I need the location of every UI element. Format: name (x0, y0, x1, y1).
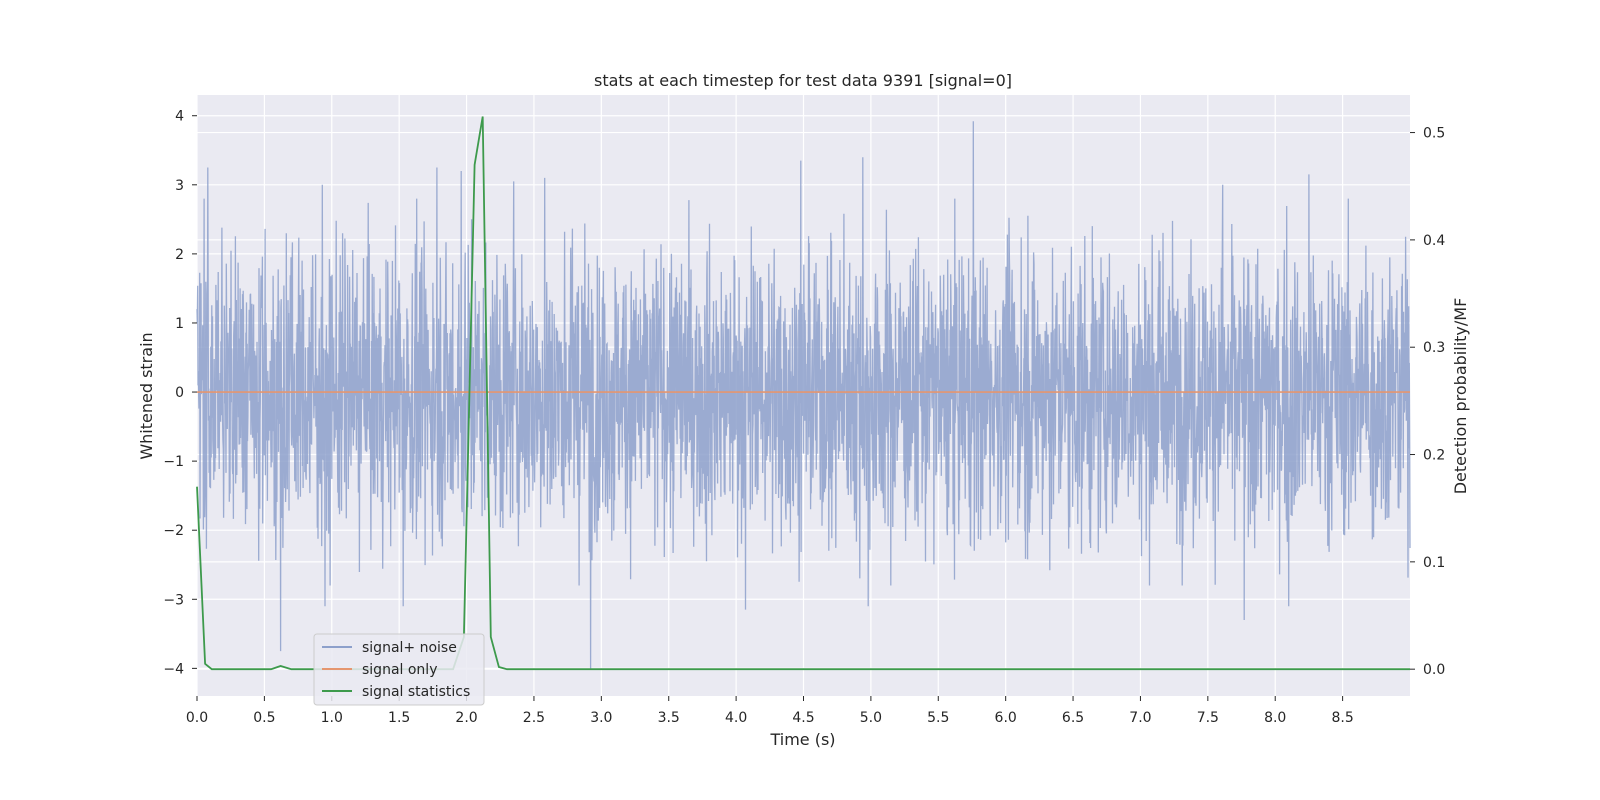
x-tick-label: 2.5 (523, 710, 545, 726)
signal-noise-line (196, 121, 1411, 669)
legend-label-signal-only: signal only (362, 662, 437, 678)
y-axis-label: Whitened strain (137, 332, 156, 459)
y-tick-label: 4 (175, 109, 184, 125)
y-tick-label: −4 (163, 661, 184, 677)
y2-tick-label: 0.5 (1423, 126, 1445, 142)
y-tick-label: 0 (175, 385, 184, 401)
x-tick-label: 4.0 (725, 710, 747, 726)
x-tick-label: 5.0 (860, 710, 882, 726)
y2-tick-label: 0.2 (1423, 448, 1445, 464)
signal-statistics-line (196, 116, 1410, 671)
signal-statistics-series (196, 116, 1410, 671)
x-tick-label: 7.0 (1129, 710, 1151, 726)
y2-tick-label: 0.4 (1423, 233, 1445, 249)
x-tick-label: 8.0 (1264, 710, 1286, 726)
y2-tick-label: 0.1 (1423, 555, 1445, 571)
x-tick-label: 3.5 (658, 710, 680, 726)
x-tick-label: 6.0 (995, 710, 1017, 726)
y-tick-label: 1 (175, 316, 184, 332)
legend-label-statistics: signal statistics (362, 684, 470, 700)
x-tick-label: 6.5 (1062, 710, 1084, 726)
y2-tick-label: 0.0 (1423, 662, 1445, 678)
y-tick-label: 2 (175, 247, 184, 263)
x-tick-label: 7.5 (1197, 710, 1219, 726)
x-tick-label: 3.0 (590, 710, 612, 726)
chart-title: stats at each timestep for test data 939… (594, 71, 1012, 90)
y-tick-label: −1 (163, 454, 184, 470)
x-tick-label: 2.0 (455, 710, 477, 726)
legend: signal+ noise signal only signal statist… (313, 633, 485, 706)
y2-axis-ticks: 0.5 0.4 0.3 0.2 0.1 0.0 (1410, 126, 1445, 678)
x-tick-label: 1.5 (388, 710, 410, 726)
signal-noise-series (196, 121, 1411, 669)
legend-label-noise: signal+ noise (362, 640, 457, 656)
x-axis-ticks: 0.0 0.5 1.0 1.5 2.0 2.5 3.0 3.5 4.0 4.5 5.0 5.5 6.0 6… (186, 696, 1354, 726)
y-tick-label: −2 (163, 523, 184, 539)
x-tick-label: 5.5 (927, 710, 949, 726)
x-tick-label: 8.5 (1331, 710, 1353, 726)
x-tick-label: 4.5 (792, 710, 814, 726)
x-tick-label: 0.5 (253, 710, 275, 726)
y2-axis-label: Detection probability/MF (1451, 298, 1470, 495)
y2-tick-label: 0.3 (1423, 340, 1445, 356)
y-axis-ticks: 4 3 2 1 0 −1 −2 −3 −4 (163, 109, 197, 677)
x-axis-label: Time (s) (769, 730, 835, 749)
x-tick-label: 1.0 (321, 710, 343, 726)
y-tick-label: −3 (163, 592, 184, 608)
legend-box (313, 633, 485, 706)
x-tick-label: 0.0 (186, 710, 208, 726)
y-tick-label: 3 (175, 178, 184, 194)
